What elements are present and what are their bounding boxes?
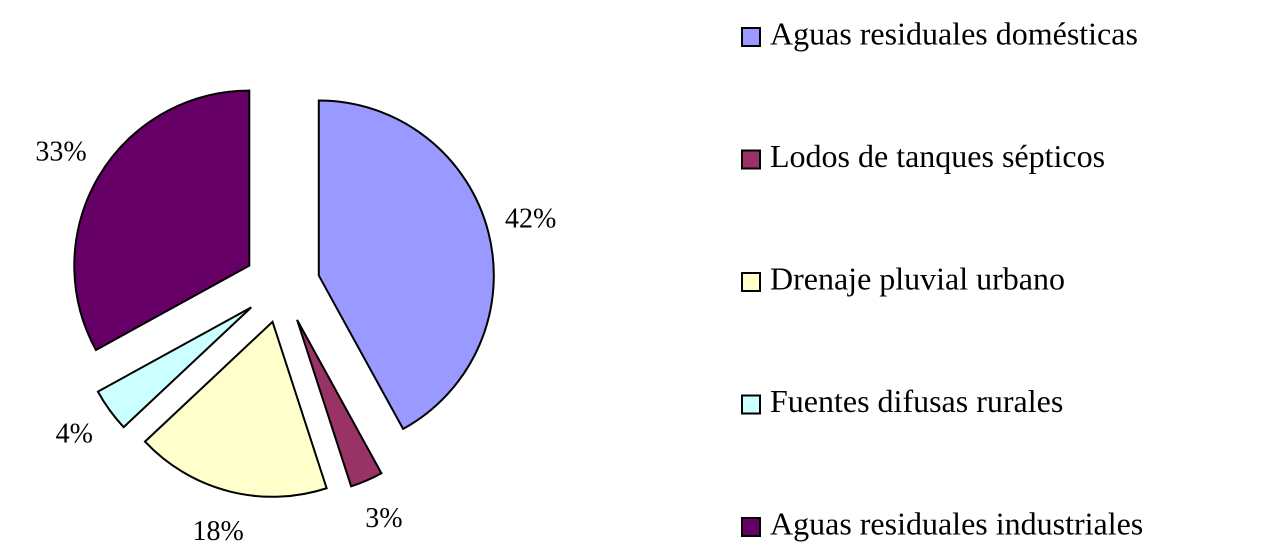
data-label: 33% xyxy=(35,137,86,168)
data-label: 18% xyxy=(192,516,243,547)
pie-slice xyxy=(317,99,495,431)
legend-label: Drenaje pluvial urbano xyxy=(770,260,1065,296)
legend-swatch xyxy=(741,272,761,292)
legend-label: Lodos de tanques sépticos xyxy=(770,138,1105,174)
data-label: 4% xyxy=(56,418,93,449)
legend-label: Aguas residuales domésticas xyxy=(770,15,1138,51)
data-label: 3% xyxy=(365,503,402,534)
pie-slice xyxy=(296,319,383,488)
legend-swatch xyxy=(741,517,761,537)
legend-swatch xyxy=(741,394,761,415)
pie-slice xyxy=(96,306,252,429)
legend-swatch xyxy=(741,149,761,170)
data-label: 42% xyxy=(505,204,556,235)
legend-label: Aguas residuales industriales xyxy=(770,505,1143,541)
legend-label: Fuentes difusas rurales xyxy=(770,383,1063,419)
pie-slice xyxy=(143,319,328,498)
legend-swatch xyxy=(741,27,761,47)
pie-slice xyxy=(73,89,251,352)
